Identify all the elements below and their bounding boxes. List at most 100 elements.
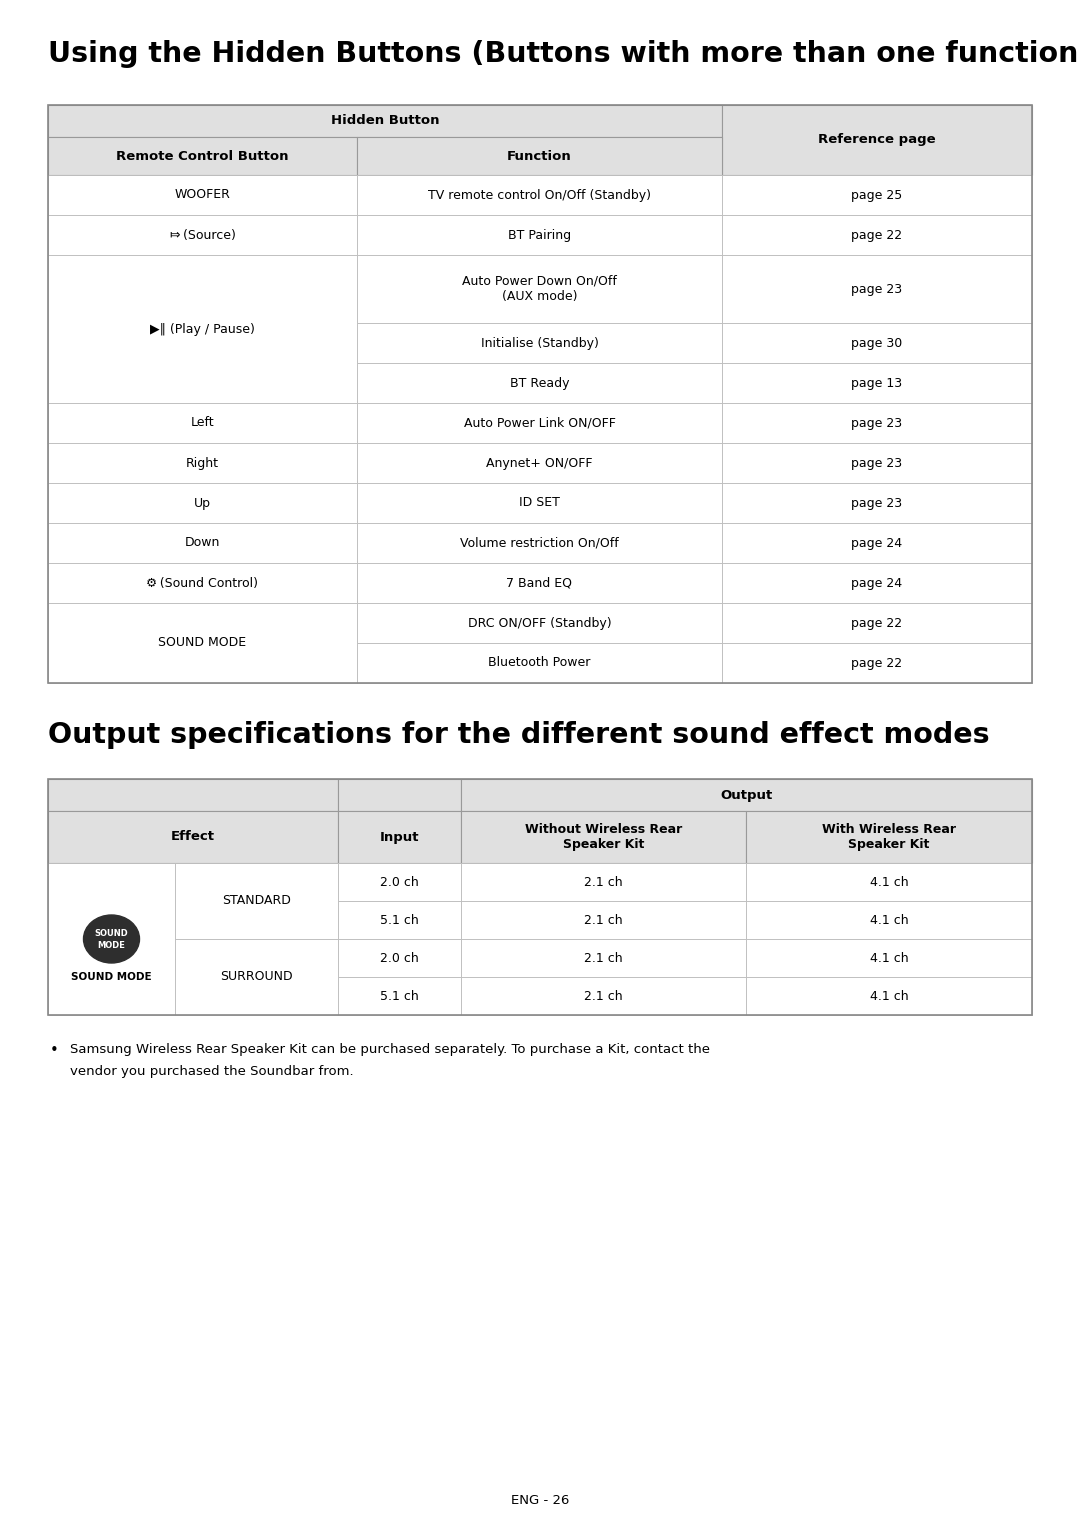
Bar xyxy=(338,863,461,901)
Bar xyxy=(723,106,1032,175)
Bar xyxy=(746,863,1032,901)
Text: ⚙ (Sound Control): ⚙ (Sound Control) xyxy=(147,576,258,590)
Text: ▶‖ (Play / Pause): ▶‖ (Play / Pause) xyxy=(150,323,255,336)
Bar xyxy=(723,604,1032,643)
Text: DRC ON/OFF (Standby): DRC ON/OFF (Standby) xyxy=(468,616,611,630)
Bar xyxy=(338,778,461,810)
Bar xyxy=(48,254,357,403)
Bar xyxy=(357,604,723,643)
Text: Right: Right xyxy=(186,457,219,469)
Text: Up: Up xyxy=(194,496,211,510)
Bar xyxy=(357,443,723,483)
Text: Output specifications for the different sound effect modes: Output specifications for the different … xyxy=(48,722,989,749)
Ellipse shape xyxy=(83,915,139,964)
Bar xyxy=(746,977,1032,1016)
Bar xyxy=(175,863,338,939)
Bar xyxy=(48,106,723,136)
Bar xyxy=(175,939,338,1016)
Text: 4.1 ch: 4.1 ch xyxy=(869,875,908,889)
Text: SOUND MODE: SOUND MODE xyxy=(71,971,152,982)
Bar xyxy=(48,106,1032,683)
Bar xyxy=(723,175,1032,214)
Text: 4.1 ch: 4.1 ch xyxy=(869,913,908,927)
Text: vendor you purchased the Soundbar from.: vendor you purchased the Soundbar from. xyxy=(70,1065,353,1079)
Bar xyxy=(461,977,746,1016)
Text: Auto Power Link ON/OFF: Auto Power Link ON/OFF xyxy=(463,417,616,429)
Text: BT Pairing: BT Pairing xyxy=(508,228,571,242)
Text: page 23: page 23 xyxy=(851,457,903,469)
Text: page 13: page 13 xyxy=(851,377,903,389)
Bar xyxy=(48,403,357,443)
Bar xyxy=(48,136,357,175)
Bar xyxy=(48,562,357,604)
Bar xyxy=(461,939,746,977)
Text: Auto Power Down On/Off
(AUX mode): Auto Power Down On/Off (AUX mode) xyxy=(462,276,617,303)
Bar xyxy=(48,863,175,1016)
Bar xyxy=(338,810,461,863)
Text: page 30: page 30 xyxy=(851,337,903,349)
Bar xyxy=(338,939,461,977)
Bar xyxy=(357,214,723,254)
Text: With Wireless Rear
Speaker Kit: With Wireless Rear Speaker Kit xyxy=(822,823,956,850)
Bar xyxy=(723,214,1032,254)
Bar xyxy=(723,363,1032,403)
Text: 2.1 ch: 2.1 ch xyxy=(584,913,623,927)
Bar xyxy=(746,901,1032,939)
Text: Function: Function xyxy=(508,150,572,162)
Bar xyxy=(357,254,723,323)
Text: 7 Band EQ: 7 Band EQ xyxy=(507,576,572,590)
Bar xyxy=(461,778,1032,810)
Text: TV remote control On/Off (Standby): TV remote control On/Off (Standby) xyxy=(428,188,651,202)
Bar xyxy=(357,643,723,683)
Text: WOOFER: WOOFER xyxy=(175,188,230,202)
Text: page 23: page 23 xyxy=(851,496,903,510)
Text: Left: Left xyxy=(191,417,214,429)
Text: ENG - 26: ENG - 26 xyxy=(511,1494,569,1506)
Bar xyxy=(48,175,357,214)
Text: 4.1 ch: 4.1 ch xyxy=(869,990,908,1002)
Bar xyxy=(48,214,357,254)
Text: 2.0 ch: 2.0 ch xyxy=(380,875,419,889)
Text: 2.1 ch: 2.1 ch xyxy=(584,990,623,1002)
Text: 2.0 ch: 2.0 ch xyxy=(380,951,419,965)
Text: 2.1 ch: 2.1 ch xyxy=(584,875,623,889)
Text: •: • xyxy=(50,1043,58,1059)
Text: Input: Input xyxy=(380,830,419,844)
Bar xyxy=(723,323,1032,363)
Bar xyxy=(461,901,746,939)
Bar xyxy=(48,483,357,522)
Bar xyxy=(461,810,746,863)
Text: SURROUND: SURROUND xyxy=(220,970,293,984)
Bar xyxy=(48,810,338,863)
Text: Hidden Button: Hidden Button xyxy=(330,115,440,127)
Text: Initialise (Standby): Initialise (Standby) xyxy=(481,337,598,349)
Text: BT Ready: BT Ready xyxy=(510,377,569,389)
Text: Volume restriction On/Off: Volume restriction On/Off xyxy=(460,536,619,550)
Bar xyxy=(357,403,723,443)
Text: MODE: MODE xyxy=(97,941,125,950)
Text: Bluetooth Power: Bluetooth Power xyxy=(488,657,591,669)
Text: page 24: page 24 xyxy=(851,576,903,590)
Bar xyxy=(357,175,723,214)
Bar xyxy=(357,562,723,604)
Text: page 23: page 23 xyxy=(851,282,903,296)
Text: Output: Output xyxy=(720,789,772,801)
Bar xyxy=(48,604,357,683)
Bar xyxy=(48,778,1032,1016)
Text: Remote Control Button: Remote Control Button xyxy=(117,150,288,162)
Text: Effect: Effect xyxy=(171,830,215,844)
Bar xyxy=(723,643,1032,683)
Text: SOUND: SOUND xyxy=(95,928,129,938)
Text: ID SET: ID SET xyxy=(519,496,559,510)
Bar xyxy=(746,810,1032,863)
Bar xyxy=(723,562,1032,604)
Bar xyxy=(723,254,1032,323)
Text: 5.1 ch: 5.1 ch xyxy=(380,990,419,1002)
Bar xyxy=(357,323,723,363)
Text: ⤇ (Source): ⤇ (Source) xyxy=(170,228,235,242)
Bar xyxy=(357,363,723,403)
Text: Without Wireless Rear
Speaker Kit: Without Wireless Rear Speaker Kit xyxy=(525,823,683,850)
Bar xyxy=(723,443,1032,483)
Bar xyxy=(723,483,1032,522)
Bar xyxy=(338,901,461,939)
